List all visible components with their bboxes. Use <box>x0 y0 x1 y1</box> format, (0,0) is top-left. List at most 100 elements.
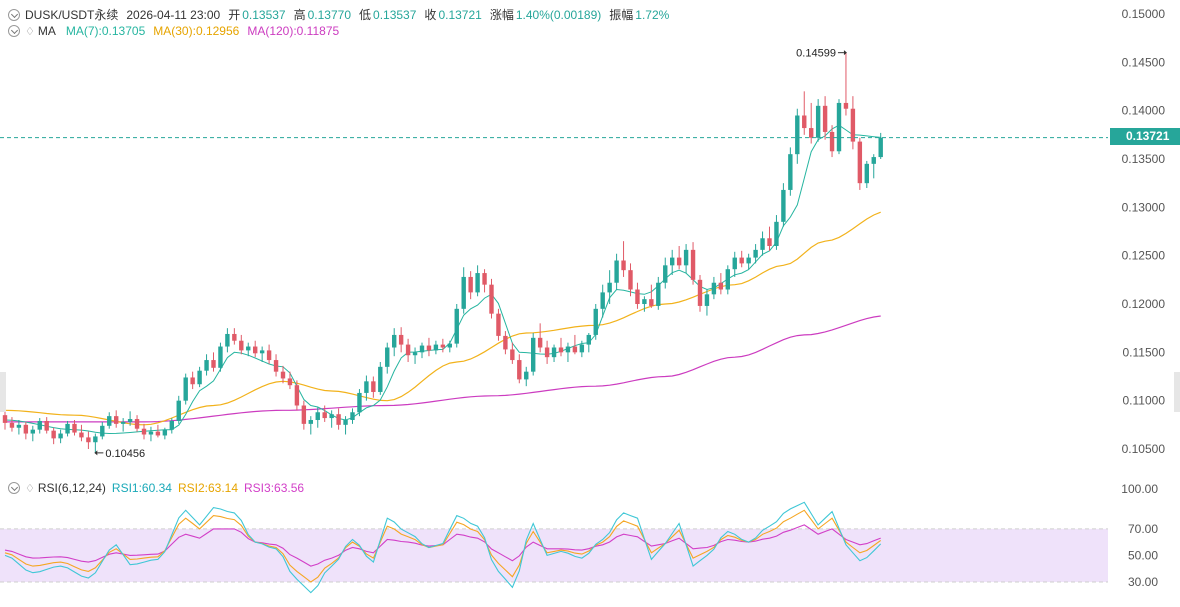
candle-down <box>141 428 147 435</box>
candle-up <box>30 429 35 434</box>
candle-up <box>878 137 883 158</box>
candle-down <box>114 416 119 424</box>
candle-up <box>774 221 779 246</box>
candle-down <box>767 238 772 246</box>
candle-up <box>461 276 466 309</box>
candle-down <box>44 420 49 431</box>
candle-down <box>809 128 814 138</box>
candle-up <box>760 238 765 250</box>
candle-down <box>266 350 272 361</box>
candle-datetime: 2026-04-11 23:00 <box>126 7 221 22</box>
rsi-lines-layer <box>4 501 882 594</box>
candle-down <box>558 347 564 353</box>
candle-down <box>155 431 161 436</box>
ma120-value: MA(120):0.11875 <box>247 24 340 38</box>
candle-up <box>58 433 63 439</box>
candle-up <box>315 412 320 420</box>
candle-up <box>683 249 689 266</box>
ma30-line <box>4 211 881 426</box>
candle-down <box>517 360 522 380</box>
candle-up <box>100 425 105 437</box>
candle-down <box>23 424 29 434</box>
candle-down <box>496 313 501 336</box>
close-label: 收 <box>424 8 437 22</box>
low-label: 低 <box>359 8 372 22</box>
rsi-tick-label: 50.00 <box>1128 548 1158 562</box>
candle-up <box>871 157 876 164</box>
ma-label[interactable]: MA <box>37 24 56 38</box>
annotation-layer: 0.14599 0.10456 <box>0 48 1108 460</box>
candle-down <box>239 340 244 351</box>
candle-down <box>51 430 56 439</box>
candle-down <box>739 257 744 264</box>
ma-legend: ♢ MA MA(7):0.13705 MA(30):0.12956 MA(120… <box>8 24 347 38</box>
close-value: 0.13721 <box>438 7 482 22</box>
candle-down <box>190 377 195 385</box>
min-arrow-head <box>94 450 98 456</box>
candle-down <box>676 257 682 266</box>
candle-down <box>489 284 494 314</box>
open-label: 开 <box>228 8 241 22</box>
price-tick-label: 0.12000 <box>1122 297 1166 311</box>
rsi-alert-bell-icon[interactable]: ♢ <box>25 482 35 495</box>
candle-up <box>37 420 42 430</box>
right-edge-handle[interactable] <box>1174 372 1180 412</box>
candle-up <box>663 265 668 283</box>
candle-up <box>364 381 369 393</box>
candle-down <box>232 333 237 341</box>
change-value: 1.40%(0.00189) <box>515 7 602 22</box>
low-value: 0.13537 <box>373 7 417 22</box>
candle-down <box>273 360 279 372</box>
price-tick-label: 0.10500 <box>1122 442 1166 456</box>
high-value: 0.13770 <box>307 7 352 22</box>
symbol-header: DUSK/USDT永续 2026-04-11 23:00 开 0.13537 高… <box>8 6 677 23</box>
ma-collapse-chevron-icon[interactable] <box>8 25 20 37</box>
candle-down <box>426 345 432 351</box>
alert-bell-icon[interactable]: ♢ <box>25 25 35 38</box>
candle-down <box>72 423 77 433</box>
rsi-band-layer <box>0 528 1108 583</box>
candle-up <box>357 392 362 413</box>
collapse-chevron-icon[interactable] <box>8 8 20 21</box>
candle-down <box>843 102 849 109</box>
candle-up <box>120 421 126 424</box>
candle-up <box>329 414 334 419</box>
candle-up <box>392 334 397 348</box>
candle-down <box>301 405 307 424</box>
rsi-tick-label: 70.00 <box>1128 522 1158 536</box>
rsi2-line <box>4 509 882 583</box>
candle-up <box>419 345 425 353</box>
candle-down <box>572 346 578 353</box>
candle-up <box>725 269 730 290</box>
candle-down <box>628 270 633 290</box>
candle-down <box>211 360 216 368</box>
candle-up <box>795 115 800 155</box>
candle-down <box>336 414 341 425</box>
candle-up <box>246 346 251 351</box>
candle-up <box>107 416 112 426</box>
candle-up <box>864 163 869 184</box>
rsi-tick-label: 100.00 <box>1121 482 1158 496</box>
rsi-label[interactable]: RSI(6,12,24) <box>37 481 106 495</box>
ma120-line <box>5 315 881 423</box>
candle-up <box>350 412 355 420</box>
candle-down <box>134 419 140 429</box>
candle-up <box>127 419 133 422</box>
ma7-value: MA(7):0.13705 <box>65 24 146 38</box>
rsi-band <box>0 528 1108 582</box>
candle-up <box>579 344 585 353</box>
rsi1-line <box>4 501 882 594</box>
candle-down <box>405 344 411 356</box>
amplitude-value: 1.72% <box>635 7 670 22</box>
left-edge-handle[interactable] <box>0 372 6 412</box>
candle-down <box>718 282 724 290</box>
candle-up <box>412 352 418 356</box>
candle-down <box>510 349 515 361</box>
current-price-tag: 0.13721 <box>1110 128 1180 145</box>
candle-up <box>781 189 786 222</box>
candle-down <box>537 337 543 348</box>
price-tick-label: 0.11500 <box>1123 345 1166 359</box>
candle-down <box>371 381 376 392</box>
rsi-collapse-chevron-icon[interactable] <box>8 482 20 494</box>
